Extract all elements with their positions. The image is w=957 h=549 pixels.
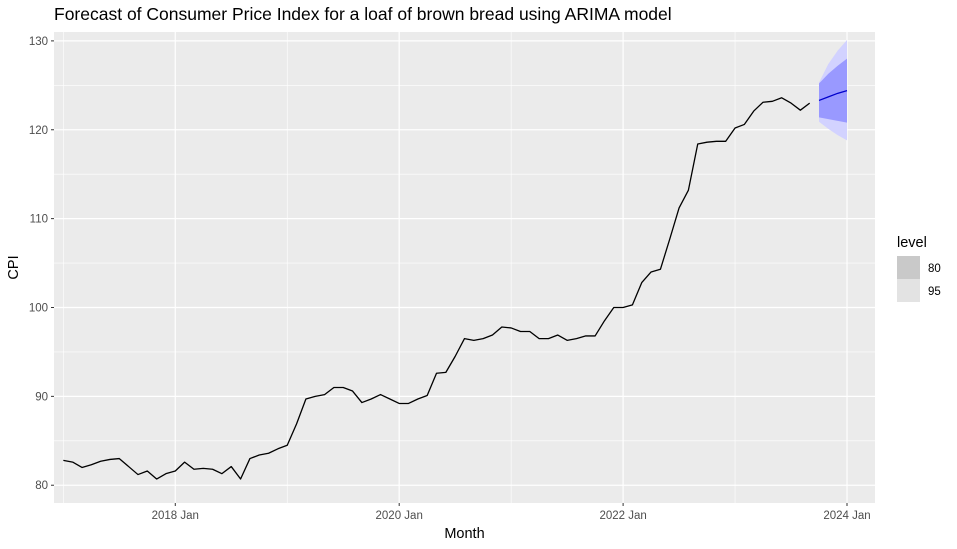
y-tick-label: 130 — [29, 36, 48, 48]
legend-label-80: 80 — [928, 263, 941, 275]
y-tick-label: 80 — [35, 480, 48, 492]
x-tick-label: 2024 Jan — [823, 510, 870, 522]
x-axis: 2018 Jan 2020 Jan 2022 Jan 2024 Jan — [152, 503, 871, 522]
x-axis-title: Month — [444, 526, 484, 542]
series-lines — [63, 90, 848, 480]
grid-major — [54, 32, 875, 503]
history-line — [63, 97, 811, 480]
y-tick-label: 90 — [35, 391, 48, 403]
x-tick-label: 2020 Jan — [376, 510, 423, 522]
legend-label-95: 95 — [928, 286, 941, 298]
legend-swatch-95 — [897, 279, 920, 302]
grid-minor — [54, 32, 875, 503]
y-tick-label: 120 — [29, 125, 48, 137]
y-axis: 80 90 100 110 120 130 — [29, 36, 54, 492]
forecast-interval-80 — [819, 58, 848, 123]
legend-swatch-80 — [897, 256, 920, 279]
x-tick-label: 2018 Jan — [152, 510, 199, 522]
forecast-mean-line — [818, 90, 848, 102]
legend: level 80 95 — [897, 235, 941, 302]
y-tick-label: 100 — [29, 302, 48, 314]
plot-panel — [54, 32, 875, 503]
legend-title: level — [897, 235, 927, 251]
y-tick-label: 110 — [30, 214, 48, 226]
x-tick-label: 2022 Jan — [599, 510, 646, 522]
forecast-intervals — [819, 39, 848, 141]
chart-title: Forecast of Consumer Price Index for a l… — [54, 4, 672, 24]
y-axis-title: CPI — [6, 255, 22, 279]
